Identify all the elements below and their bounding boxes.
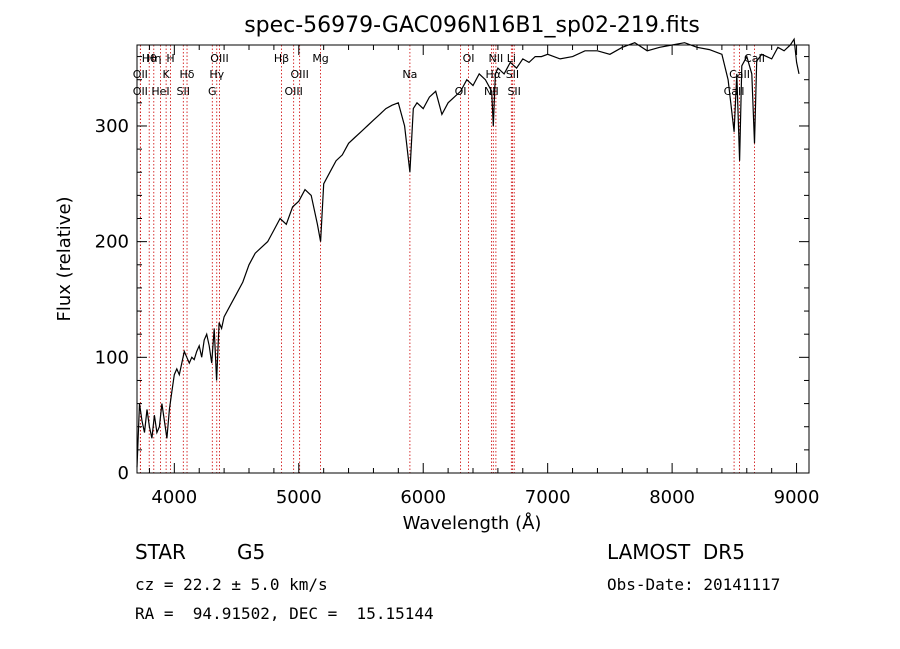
x-axis-label: Wavelength (Å) [403, 512, 542, 534]
spectrum-line [136, 37, 800, 468]
marker-label: OIII [210, 52, 228, 65]
redshift-info: cz = 22.2 ± 5.0 km/s [135, 575, 328, 594]
object-subclass: G5 [237, 540, 266, 564]
y-tick-label: 0 [118, 463, 129, 484]
marker-label: Hβ [274, 52, 289, 65]
emission-line-labels: HθOIIOIIHηKHeIHHδSIIOIIIHγGHβOIIIOIIIMgN… [133, 52, 765, 98]
marker-label: OIII [290, 68, 308, 81]
y-tick-label: 200 [95, 232, 129, 253]
marker-label: H [166, 52, 174, 65]
x-tick-label: 9000 [774, 487, 820, 508]
survey-name: LAMOST DR5 [607, 540, 745, 564]
object-class: STAR [135, 540, 186, 564]
marker-label: SII [507, 85, 520, 98]
marker-label: CaII [729, 68, 750, 81]
observation-date: Obs-Date: 20141117 [607, 575, 781, 594]
marker-label: SII [506, 68, 519, 81]
marker-label: K [163, 68, 171, 81]
marker-label: OIII [284, 85, 302, 98]
marker-label: OII [133, 68, 148, 81]
marker-label: OI [463, 52, 475, 65]
x-axis-ticks: 4000 5000 6000 7000 8000 9000 [148, 45, 820, 508]
plot-frame [136, 44, 810, 474]
marker-label: Mg [312, 52, 328, 65]
x-tick-label: 8000 [649, 487, 695, 508]
marker-label: Li [507, 52, 516, 65]
y-tick-label: 300 [95, 116, 129, 137]
x-tick-label: 5000 [276, 487, 322, 508]
y-tick-label: 100 [95, 347, 129, 368]
marker-label: Hδ [180, 68, 195, 81]
marker-label: CaII [744, 52, 765, 65]
marker-label: Hα [486, 68, 502, 81]
x-tick-label: 7000 [525, 487, 571, 508]
marker-label: Na [402, 68, 417, 81]
marker-label: Hη [146, 52, 161, 65]
marker-label: SII [177, 85, 190, 98]
emission-line-markers [139, 45, 755, 473]
y-axis-label: Flux (relative) [54, 196, 75, 321]
y-axis-ticks: 0 100 200 300 [95, 56, 809, 484]
marker-label: G [208, 85, 217, 98]
x-tick-label: 4000 [151, 487, 197, 508]
chart-title: spec-56979-GAC096N16B1_sp02-219.fits [244, 13, 700, 38]
marker-label: Hθ [142, 52, 157, 65]
marker-label: OII [133, 85, 148, 98]
marker-label: NII [489, 52, 504, 65]
coordinates: RA = 94.91502, DEC = 15.15144 [135, 604, 434, 623]
marker-label: HeI [151, 85, 169, 98]
x-tick-label: 6000 [400, 487, 446, 508]
marker-label: Hγ [209, 68, 224, 81]
